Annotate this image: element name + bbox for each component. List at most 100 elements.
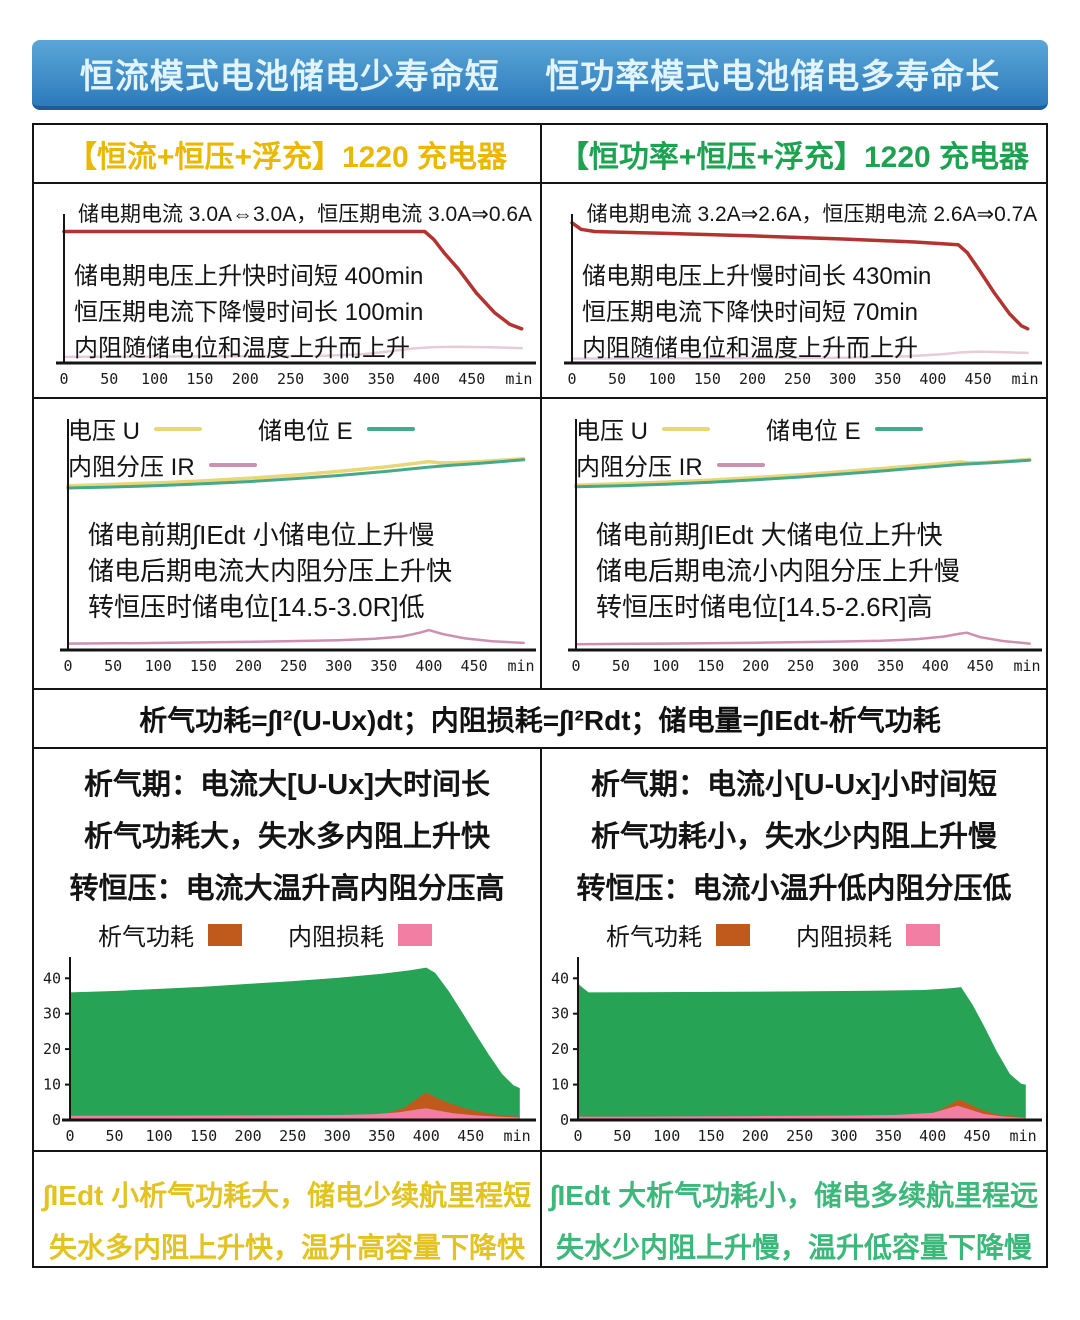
svg-text:50: 50	[613, 1127, 631, 1145]
svg-text:0: 0	[52, 1111, 61, 1129]
svg-text:350: 350	[875, 1127, 902, 1145]
cc-voltage-chart: 0 50 100 150 200 250 300 350 400 450 min	[34, 399, 540, 688]
header-row: 【恒流+恒压+浮充】1220 充电器 【恒功率+恒压+浮充】1220 充电器	[34, 125, 1046, 182]
cp-voltage-chart: 0 50 100 150 200 250 300 350 400 450 min	[542, 399, 1046, 688]
svg-text:10: 10	[43, 1076, 61, 1094]
svg-text:40: 40	[551, 969, 569, 987]
svg-text:min: min	[504, 1127, 531, 1145]
legend-label: 电压 U	[576, 418, 648, 445]
svg-text:250: 250	[787, 657, 814, 675]
legend-item: 储电位 E	[258, 411, 415, 446]
footer-left-line: ∫IEdt 小析气功耗大，储电少续航里程短	[42, 1180, 532, 1211]
formula-text: 析气功耗=∫I²(U-Ux)dt；内阻损耗=∫I²Rdt；储电量=∫IEdt-析…	[139, 704, 941, 736]
cc-current-note: 储电期电压上升快时间短 400min	[74, 263, 424, 290]
svg-text:300: 300	[832, 657, 859, 675]
legend-label: 电压 U	[68, 418, 140, 445]
svg-text:40: 40	[43, 969, 61, 987]
svg-text:200: 200	[235, 657, 262, 675]
svg-text:0: 0	[567, 370, 576, 388]
footer-right-line: ∫IEdt 大析气功耗小，储电多续航里程远	[549, 1180, 1039, 1211]
cc-current-chart: 0 50 100 150 200 250 300 350 400 450 min	[34, 184, 540, 397]
cc-current-note: 内阻随储电位和温度上升而上升	[74, 335, 410, 362]
cp-voltage-legend: 电压 U 储电位 E	[576, 411, 923, 446]
svg-text:350: 350	[370, 657, 397, 675]
svg-text:450: 450	[965, 370, 992, 388]
svg-text:0: 0	[560, 1111, 569, 1129]
cp-gas-cell: 析气期：电流小[U-Ux]小时间短 析气功耗小，失水少内阻上升慢 转恒压：电流小…	[540, 749, 1046, 1150]
cp-current-caption: 储电期电流 3.2A⇒2.6A，恒压期电流 2.6A⇒0.7A	[586, 203, 1038, 226]
banner-title: 恒流模式电池储电少寿命短 恒功率模式电池储电多寿命长	[79, 57, 1001, 96]
legend-item: 内阻损耗	[796, 917, 940, 952]
cp-current-note: 储电期电压上升慢时间长 430min	[582, 263, 932, 290]
cc-voltage-legend: 电压 U 储电位 E	[68, 411, 415, 446]
cc-current-caption: 储电期电流 3.0A⇔3.0A，恒压期电流 3.0A⇒0.6A	[77, 203, 533, 226]
svg-text:20: 20	[43, 1040, 61, 1058]
svg-text:100: 100	[652, 657, 679, 675]
svg-text:400: 400	[919, 1127, 946, 1145]
cc-gas-note: 转恒压：电流大温升高内阻分压高	[69, 873, 505, 905]
svg-text:0: 0	[63, 657, 72, 675]
legend-label: 内阻分压 IR	[68, 454, 195, 481]
formula-row: 析气功耗=∫I²(U-Ux)dt；内阻损耗=∫I²Rdt；储电量=∫IEdt-析…	[34, 688, 1046, 747]
footer-left-cell: ∫IEdt 小析气功耗大，储电少续航里程短 失水多内阻上升快，温升高容量下降快	[34, 1152, 540, 1266]
svg-text:350: 350	[877, 657, 904, 675]
svg-text:150: 150	[190, 1127, 217, 1145]
legend-label: 析气功耗	[606, 924, 702, 951]
ir-line-icon	[716, 462, 765, 467]
svg-text:min: min	[1011, 370, 1038, 388]
legend-label: 储电位 E	[766, 418, 861, 445]
cc-voltage-legend: 内阻分压 IR	[68, 447, 257, 482]
legend-label: 内阻损耗	[288, 924, 384, 951]
footer-right-line: 失水少内阻上升慢，温升低容量下降慢	[555, 1232, 1032, 1263]
current-chart-row: 0 50 100 150 200 250 300 350 400 450 min 储电期电流 3.0…	[34, 182, 1046, 397]
svg-text:200: 200	[232, 370, 259, 388]
legend-item: 电压 U	[68, 411, 202, 446]
banner: 恒流模式电池储电少寿命短 恒功率模式电池储电多寿命长	[32, 40, 1048, 110]
cc-voltage-note: 储电后期电流大内阻分压上升快	[88, 556, 453, 586]
svg-text:350: 350	[368, 370, 395, 388]
cc-current-cell: 0 50 100 150 200 250 300 350 400 450 min 储电期电流 3.0…	[34, 184, 540, 397]
potential-e-line-icon	[874, 426, 923, 431]
header-constant-current: 【恒流+恒压+浮充】1220 充电器	[66, 140, 508, 174]
svg-text:100: 100	[145, 657, 172, 675]
cp-gas-note: 析气期：电流小[U-Ux]小时间短	[591, 769, 997, 801]
legend-label: 析气功耗	[98, 924, 194, 951]
legend-item: 内阻分压 IR	[68, 447, 257, 482]
resistance-loss-swatch-icon	[398, 923, 432, 946]
svg-text:0: 0	[571, 657, 580, 675]
cp-current-note: 恒压期电流下降快时间短 70min	[582, 299, 919, 326]
svg-text:50: 50	[612, 657, 630, 675]
svg-text:450: 450	[457, 1127, 484, 1145]
svg-text:400: 400	[413, 1127, 440, 1145]
cp-area-legend: 析气功耗 内阻损耗	[606, 917, 940, 952]
cp-voltage-note: 转恒压时储电位[14.5-2.6R]高	[596, 592, 933, 622]
voltage-u-line-icon	[154, 426, 202, 431]
svg-text:350: 350	[874, 370, 901, 388]
legend-item: 析气功耗	[606, 917, 750, 952]
svg-text:400: 400	[922, 657, 949, 675]
legend-item: 内阻损耗	[288, 917, 432, 952]
cp-current-cell: 0 50 100 150 200 250 300 350 400 450 min 储电期电流 3.2…	[540, 184, 1046, 397]
svg-text:100: 100	[653, 1127, 680, 1145]
svg-text:50: 50	[608, 370, 626, 388]
svg-text:100: 100	[141, 370, 168, 388]
svg-text:50: 50	[100, 370, 118, 388]
svg-text:250: 250	[280, 657, 307, 675]
ir-line-icon	[208, 462, 257, 467]
svg-text:100: 100	[649, 370, 676, 388]
svg-text:30: 30	[551, 1005, 569, 1023]
cc-voltage-note: 储电前期∫IEdt 小储电位上升慢	[88, 520, 435, 550]
svg-text:300: 300	[322, 370, 349, 388]
svg-text:0: 0	[65, 1127, 74, 1145]
svg-text:200: 200	[742, 657, 769, 675]
svg-text:250: 250	[277, 370, 304, 388]
cp-voltage-note: 储电后期电流小内阻分压上升慢	[596, 556, 961, 586]
svg-text:250: 250	[784, 370, 811, 388]
svg-text:400: 400	[413, 370, 440, 388]
svg-text:min: min	[1013, 657, 1040, 675]
legend-item: 电压 U	[576, 411, 710, 446]
header-constant-power: 【恒功率+恒压+浮充】1220 充电器	[540, 125, 1046, 182]
cp-voltage-note: 储电前期∫IEdt 大储电位上升快	[596, 520, 943, 550]
svg-text:450: 450	[963, 1127, 990, 1145]
